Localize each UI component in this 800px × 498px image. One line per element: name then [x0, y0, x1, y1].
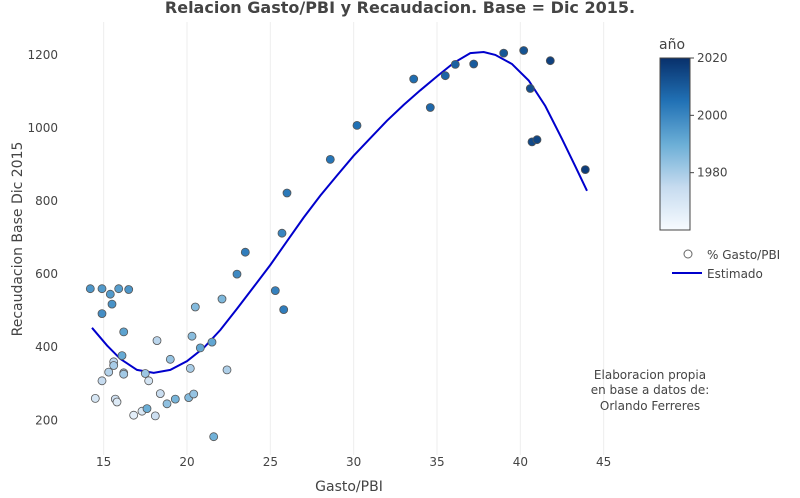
data-point — [129, 410, 139, 420]
data-point — [519, 46, 529, 55]
legend-label-points: % Gasto/PBI — [707, 248, 780, 262]
x-tick-label: 45 — [596, 455, 611, 469]
data-point — [97, 309, 107, 319]
colorbar-tick-label: 2020 — [697, 51, 728, 65]
colorbar-tick-label: 2000 — [697, 108, 728, 122]
x-axis-label: Gasto/PBI — [315, 479, 383, 494]
data-point — [532, 135, 542, 145]
legend-item-points[interactable]: % Gasto/PBI — [683, 248, 780, 262]
data-point — [279, 305, 289, 315]
x-tick-label: 15 — [96, 455, 111, 469]
data-point — [189, 389, 199, 399]
y-axis: 200 400 600 800 1000 1200 — [27, 48, 58, 427]
annotation-line-2: en base a datos de: — [591, 383, 710, 397]
data-point — [90, 393, 100, 403]
data-point — [112, 397, 122, 407]
data-point — [105, 289, 115, 299]
data-point — [277, 228, 287, 238]
data-point — [185, 363, 195, 373]
data-point — [104, 367, 114, 377]
y-tick-label: 400 — [35, 340, 58, 354]
y-tick-label: 800 — [35, 194, 58, 208]
colorbar-tick-label: 1980 — [697, 166, 728, 180]
y-tick-label: 600 — [35, 267, 58, 281]
x-tick-label: 40 — [513, 455, 528, 469]
y-axis-label: Recaudacion Base Dic 2015 — [10, 142, 26, 337]
data-point — [170, 394, 180, 404]
data-point — [162, 399, 172, 409]
data-point — [187, 331, 197, 341]
data-point — [270, 286, 280, 296]
data-point — [152, 336, 162, 346]
data-point — [124, 285, 134, 294]
colorbar-ticks: 1980 2000 2020 — [690, 51, 728, 180]
legend-circle-icon — [683, 249, 693, 259]
y-tick-label: 200 — [35, 413, 58, 427]
data-point — [155, 389, 165, 399]
data-point — [580, 165, 590, 175]
data-point — [150, 411, 160, 421]
data-point — [207, 337, 217, 347]
legend[interactable]: % Gasto/PBI Estimado — [672, 248, 780, 281]
data-point — [190, 302, 200, 312]
data-point — [165, 354, 175, 364]
estimated-line — [91, 50, 588, 374]
data-point — [97, 284, 107, 294]
data-point — [440, 71, 450, 81]
data-point — [469, 59, 479, 69]
annotation-line-3: Orlando Ferreres — [600, 399, 700, 413]
data-point — [195, 343, 205, 353]
data-point — [107, 299, 117, 309]
data-point — [119, 369, 129, 379]
data-point — [142, 404, 152, 414]
data-point — [144, 376, 154, 386]
data-point — [282, 188, 292, 198]
data-point — [499, 48, 509, 58]
data-point — [240, 247, 250, 257]
data-point — [352, 121, 362, 130]
colorbar-title: año — [659, 37, 685, 53]
data-point — [117, 351, 127, 361]
y-tick-label: 1200 — [27, 48, 58, 62]
data-point — [85, 284, 95, 294]
data-point — [450, 60, 460, 69]
y-tick-label: 1000 — [27, 121, 58, 135]
chart-title: Relacion Gasto/PBI y Recaudacion. Base =… — [165, 0, 635, 17]
x-tick-label: 30 — [346, 455, 361, 469]
data-point — [232, 269, 242, 279]
data-point — [409, 74, 419, 84]
data-point — [97, 376, 107, 386]
x-tick-label: 20 — [179, 455, 194, 469]
legend-label-line: Estimado — [707, 267, 763, 281]
legend-item-line[interactable]: Estimado — [672, 267, 763, 281]
data-point — [209, 432, 219, 442]
data-point — [109, 361, 119, 370]
data-point — [325, 154, 335, 164]
data-point — [119, 327, 129, 337]
annotation-line-1: Elaboracion propia — [594, 368, 706, 382]
x-tick-label: 25 — [263, 455, 278, 469]
colorbar — [659, 57, 691, 231]
x-tick-label: 35 — [429, 455, 444, 469]
data-point — [425, 103, 435, 112]
x-axis: 15 20 25 30 35 40 45 — [96, 455, 611, 469]
data-point — [545, 56, 555, 66]
source-annotation: Elaboracion propia en base a datos de: O… — [591, 368, 710, 413]
data-point — [114, 284, 124, 294]
data-point — [217, 294, 227, 304]
data-point — [140, 369, 150, 378]
data-point — [222, 365, 232, 375]
scatter-points — [85, 46, 590, 442]
grid — [103, 22, 605, 455]
data-point — [525, 84, 535, 93]
